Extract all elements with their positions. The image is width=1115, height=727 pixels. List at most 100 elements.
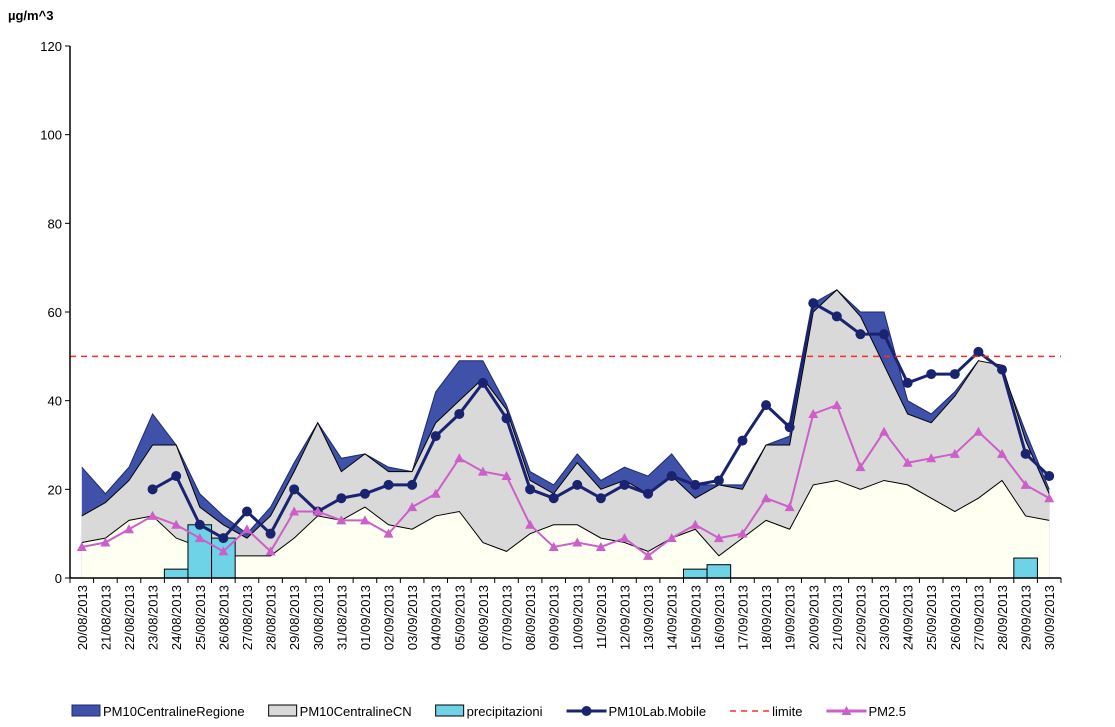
- marker: [477, 466, 488, 476]
- x-tick-label: 22/08/2013: [122, 585, 137, 650]
- legend-swatch: [435, 704, 465, 717]
- x-tick-label: 28/08/2013: [264, 585, 279, 650]
- marker: [855, 329, 866, 340]
- area-edge: [81, 479, 1050, 557]
- marker: [926, 369, 937, 380]
- x-tick-label: 09/09/2013: [547, 585, 562, 650]
- area-edge: [81, 289, 1050, 535]
- marker: [241, 524, 252, 534]
- marker: [572, 479, 583, 490]
- marker: [808, 298, 819, 309]
- x-tick-label: 15/09/2013: [688, 585, 703, 650]
- marker: [171, 519, 182, 529]
- x-tick-label: 21/09/2013: [830, 585, 845, 650]
- legend-swatch: [71, 704, 101, 717]
- x-tick-label: 07/09/2013: [500, 585, 515, 650]
- x-tick-label: 17/09/2013: [735, 585, 750, 650]
- marker: [643, 550, 654, 560]
- marker: [525, 484, 536, 495]
- bar: [1013, 557, 1038, 579]
- marker: [218, 533, 229, 544]
- x-tick-label: 24/09/2013: [901, 585, 916, 650]
- x-tick-label: 24/08/2013: [169, 585, 184, 650]
- y-tick-label: 60: [48, 305, 62, 320]
- marker: [147, 484, 158, 495]
- x-tick-label: 14/09/2013: [665, 585, 680, 650]
- bar: [682, 568, 708, 579]
- legend-swatch: [268, 704, 298, 717]
- marker: [265, 528, 276, 539]
- marker: [383, 528, 394, 538]
- marker: [241, 506, 252, 517]
- marker: [1044, 471, 1055, 482]
- marker: [430, 488, 441, 498]
- legend-label: PM10Lab.Mobile: [609, 704, 707, 719]
- legend-label: PM10CentralineRegione: [103, 704, 245, 719]
- x-tick-label: 05/09/2013: [452, 585, 467, 650]
- marker: [595, 493, 606, 504]
- marker: [595, 541, 606, 551]
- marker: [761, 400, 772, 411]
- marker: [336, 515, 347, 525]
- x-tick-label: 02/09/2013: [382, 585, 397, 650]
- marker: [336, 493, 347, 504]
- marker: [359, 488, 370, 499]
- y-tick-label: 0: [55, 571, 62, 586]
- marker: [289, 484, 300, 495]
- marker: [289, 506, 300, 516]
- marker: [572, 537, 583, 547]
- legend-label: limite: [772, 704, 802, 719]
- marker: [902, 457, 913, 467]
- marker: [973, 426, 984, 436]
- bar: [163, 568, 189, 579]
- x-tick-label: 25/08/2013: [193, 585, 208, 650]
- marker: [548, 493, 559, 504]
- legend-marker: [841, 706, 852, 715]
- marker: [525, 519, 536, 529]
- marker: [902, 377, 913, 388]
- x-tick-label: 01/09/2013: [358, 585, 373, 650]
- x-tick-label: 30/09/2013: [1042, 585, 1057, 650]
- y-tick-label: 80: [48, 216, 62, 231]
- area-edge: [81, 289, 1050, 539]
- x-tick-label: 03/09/2013: [405, 585, 420, 650]
- marker: [997, 364, 1008, 375]
- marker: [1020, 479, 1031, 489]
- marker: [949, 448, 960, 458]
- marker: [997, 448, 1008, 458]
- marker: [808, 408, 819, 418]
- marker: [619, 479, 630, 490]
- marker: [407, 502, 418, 512]
- marker: [1020, 448, 1031, 459]
- marker: [619, 533, 630, 543]
- marker: [548, 541, 559, 551]
- marker: [973, 346, 984, 357]
- marker: [123, 524, 134, 534]
- x-tick-label: 23/08/2013: [146, 585, 161, 650]
- marker: [949, 369, 960, 380]
- x-tick-label: 28/09/2013: [995, 585, 1010, 650]
- marker: [831, 400, 842, 410]
- x-tick-label: 29/09/2013: [1019, 585, 1034, 650]
- marker: [1044, 493, 1055, 503]
- x-tick-label: 13/09/2013: [641, 585, 656, 650]
- marker: [879, 329, 890, 340]
- x-tick-label: 06/09/2013: [476, 585, 491, 650]
- marker: [831, 311, 842, 322]
- marker: [76, 541, 87, 551]
- x-tick-label: 10/09/2013: [570, 585, 585, 650]
- y-tick-label: 40: [48, 394, 62, 409]
- marker: [194, 533, 205, 543]
- x-tick-label: 25/09/2013: [924, 585, 939, 650]
- x-tick-label: 04/09/2013: [429, 585, 444, 650]
- x-tick-label: 08/09/2013: [523, 585, 538, 650]
- marker: [218, 546, 229, 556]
- x-tick-label: 26/08/2013: [216, 585, 231, 650]
- x-tick-label: 22/09/2013: [853, 585, 868, 650]
- x-tick-label: 18/09/2013: [759, 585, 774, 650]
- x-tick-label: 20/09/2013: [806, 585, 821, 650]
- x-tick-label: 26/09/2013: [948, 585, 963, 650]
- legend-label: precipitazioni: [467, 704, 543, 719]
- marker: [194, 519, 205, 530]
